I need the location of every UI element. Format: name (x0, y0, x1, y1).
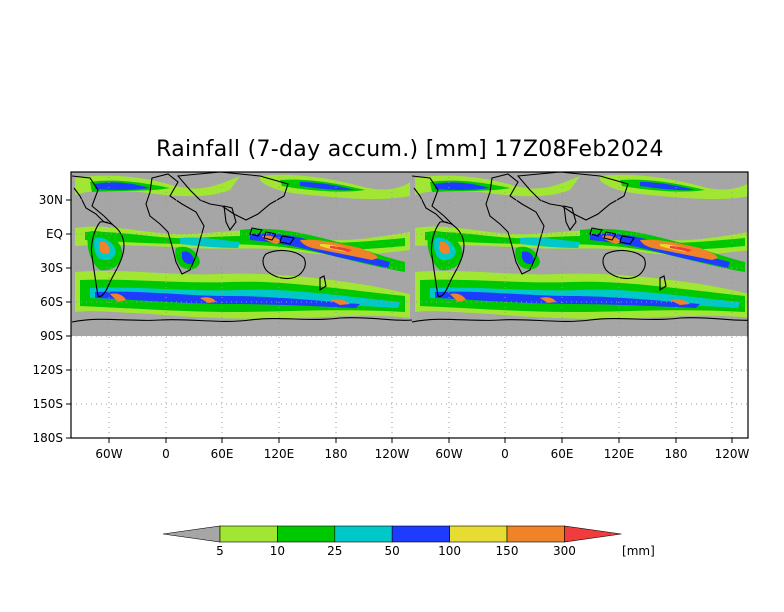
rain-band (95, 291, 360, 308)
lat-tick-label: 90S (40, 329, 63, 343)
colorbar-bin (391, 525, 450, 543)
lon-tick-label: 0 (501, 447, 509, 461)
rain-band (182, 251, 194, 265)
rain-band (110, 293, 126, 302)
rainfall-field (71, 172, 748, 336)
coastline (90, 221, 125, 297)
coastline (563, 205, 577, 232)
coastline (249, 227, 263, 237)
coastline (262, 249, 306, 280)
coastline (223, 205, 237, 232)
coastlines (71, 172, 748, 323)
coastline (430, 221, 465, 297)
coastline (485, 173, 545, 275)
rain-band (522, 251, 534, 265)
coastline (145, 173, 205, 275)
lon-tick-label: 180 (665, 447, 688, 461)
lon-tick-label: 60E (551, 447, 574, 461)
colorbar: 5 10 25 50 100 150 300 [mm] (162, 525, 655, 558)
colorbar-level-label: 25 (327, 544, 342, 558)
rain-band (300, 182, 355, 191)
lon-tick-label: 60W (95, 447, 122, 461)
rain-band (435, 291, 700, 308)
lat-tick-label: 30S (40, 261, 63, 275)
rain-band (439, 241, 450, 255)
lon-tick-label: 120E (264, 447, 295, 461)
colorbar-level-label: 300 (553, 544, 576, 558)
lat-tick-label: 180S (32, 431, 63, 445)
lat-tick-label: 60S (40, 295, 63, 309)
colorbar-level-label: 10 (270, 544, 285, 558)
colorbar-above-triangle (564, 525, 622, 543)
longitude-axis: 60W 0 60E 120E 180 120W 60W 0 60E 120E 180 120W (95, 438, 750, 461)
colorbar-level-label: 50 (385, 544, 400, 558)
colorbar-below-triangle (162, 525, 221, 543)
coastline (619, 235, 635, 245)
coastline (279, 235, 295, 245)
colorbar-level-label: 100 (438, 544, 461, 558)
rain-band (640, 182, 695, 191)
latitude-axis: 30N EQ 30S 60S 90S 120S 150S 180S (32, 193, 71, 445)
colorbar-unit-label: [mm] (622, 544, 655, 558)
coastline (319, 275, 327, 292)
lon-tick-label: 120E (604, 447, 635, 461)
colorbar-level-label: 5 (216, 544, 224, 558)
map-title: Rainfall (7-day accum.) [mm] 17Z08Feb202… (156, 137, 664, 162)
colorbar-bin (449, 525, 508, 543)
rain-band (450, 293, 466, 302)
coastline (516, 172, 629, 221)
lon-tick-label: 120W (375, 447, 410, 461)
colorbar-level-label: 150 (496, 544, 519, 558)
colorbar-bin (277, 525, 336, 543)
antarctic-dry (71, 322, 748, 336)
coastline (71, 317, 413, 323)
lat-tick-label: 120S (32, 363, 63, 377)
lon-tick-label: 60E (211, 447, 234, 461)
lat-tick-label: 30N (39, 193, 63, 207)
lon-tick-label: 0 (162, 447, 170, 461)
lon-tick-label: 120W (715, 447, 750, 461)
rain-band (180, 237, 240, 248)
rain-band (670, 299, 690, 305)
lon-tick-label: 180 (325, 447, 348, 461)
rain-band (590, 233, 730, 268)
rain-band (520, 237, 580, 248)
coastline (411, 317, 748, 323)
rain-band (95, 182, 150, 190)
lat-tick-label: EQ (46, 227, 63, 241)
rain-band (330, 299, 350, 305)
lat-tick-label: 150S (32, 397, 63, 411)
rain-band (250, 233, 390, 268)
coastline (263, 231, 277, 241)
colorbar-bin (334, 525, 393, 543)
lon-tick-label: 60W (435, 447, 462, 461)
colorbar-bin (506, 525, 565, 543)
rain-band (435, 182, 490, 190)
plot-frame (70, 171, 749, 439)
colorbar-bin (219, 525, 278, 543)
coastline (589, 227, 603, 237)
coastline (176, 172, 289, 221)
coastline (602, 249, 646, 280)
coastline (659, 275, 667, 292)
rain-band (99, 241, 110, 255)
coastline (603, 231, 617, 241)
